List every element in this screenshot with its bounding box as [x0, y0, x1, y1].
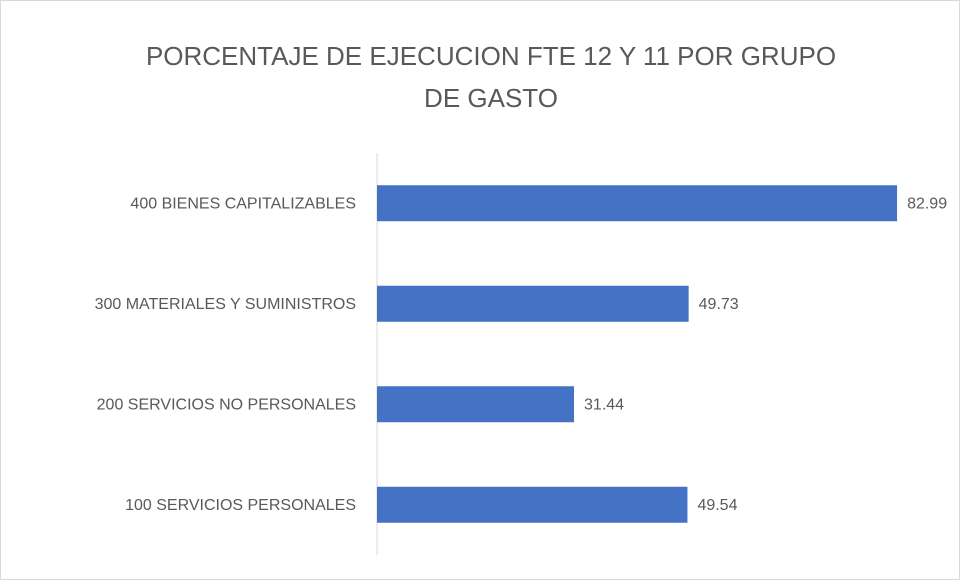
y-tick-label: 400 BIENES CAPITALIZABLES: [130, 195, 356, 212]
y-tick-label: 300 MATERIALES Y SUMINISTROS: [95, 296, 356, 313]
chart-title: PORCENTAJE DE EJECUCION FTE 12 Y 11 POR …: [145, 41, 837, 113]
y-tick-label: 100 SERVICIOS PERSONALES: [125, 497, 356, 514]
data-label: 49.54: [697, 497, 737, 514]
data-label: 82.99: [907, 195, 947, 212]
bar: [377, 386, 575, 423]
data-label: 31.44: [584, 396, 624, 413]
bar: [377, 285, 689, 322]
y-tick-label: 200 SERVICIOS NO PERSONALES: [97, 396, 356, 413]
data-label: 49.73: [699, 296, 739, 313]
bar: [377, 486, 688, 523]
bar: [377, 185, 898, 222]
